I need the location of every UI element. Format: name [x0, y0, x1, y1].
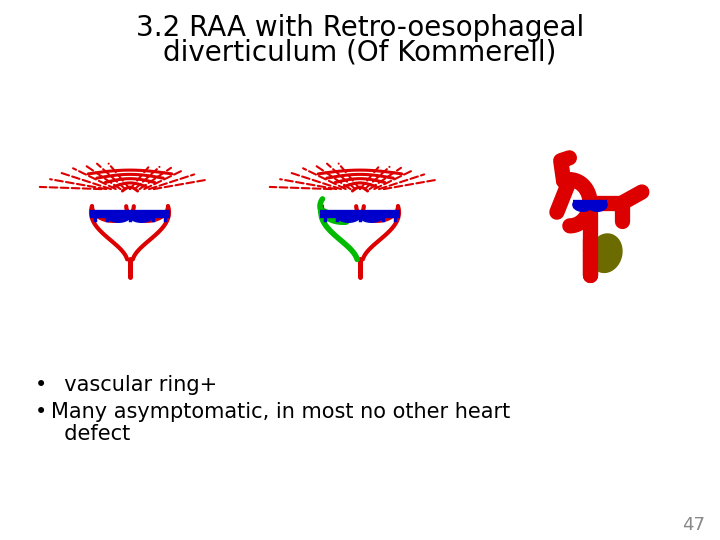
- Text: vascular ring+: vascular ring+: [51, 375, 217, 395]
- Text: •: •: [35, 375, 48, 395]
- Text: Many asymptomatic, in most no other heart: Many asymptomatic, in most no other hear…: [51, 402, 510, 422]
- Text: diverticulum (Of Kommerell): diverticulum (Of Kommerell): [163, 39, 557, 67]
- Text: •: •: [35, 402, 48, 422]
- Text: defect: defect: [51, 424, 130, 444]
- Text: 47: 47: [682, 516, 705, 534]
- Text: 3.2 RAA with Retro-oesophageal: 3.2 RAA with Retro-oesophageal: [136, 14, 584, 42]
- Polygon shape: [590, 234, 622, 272]
